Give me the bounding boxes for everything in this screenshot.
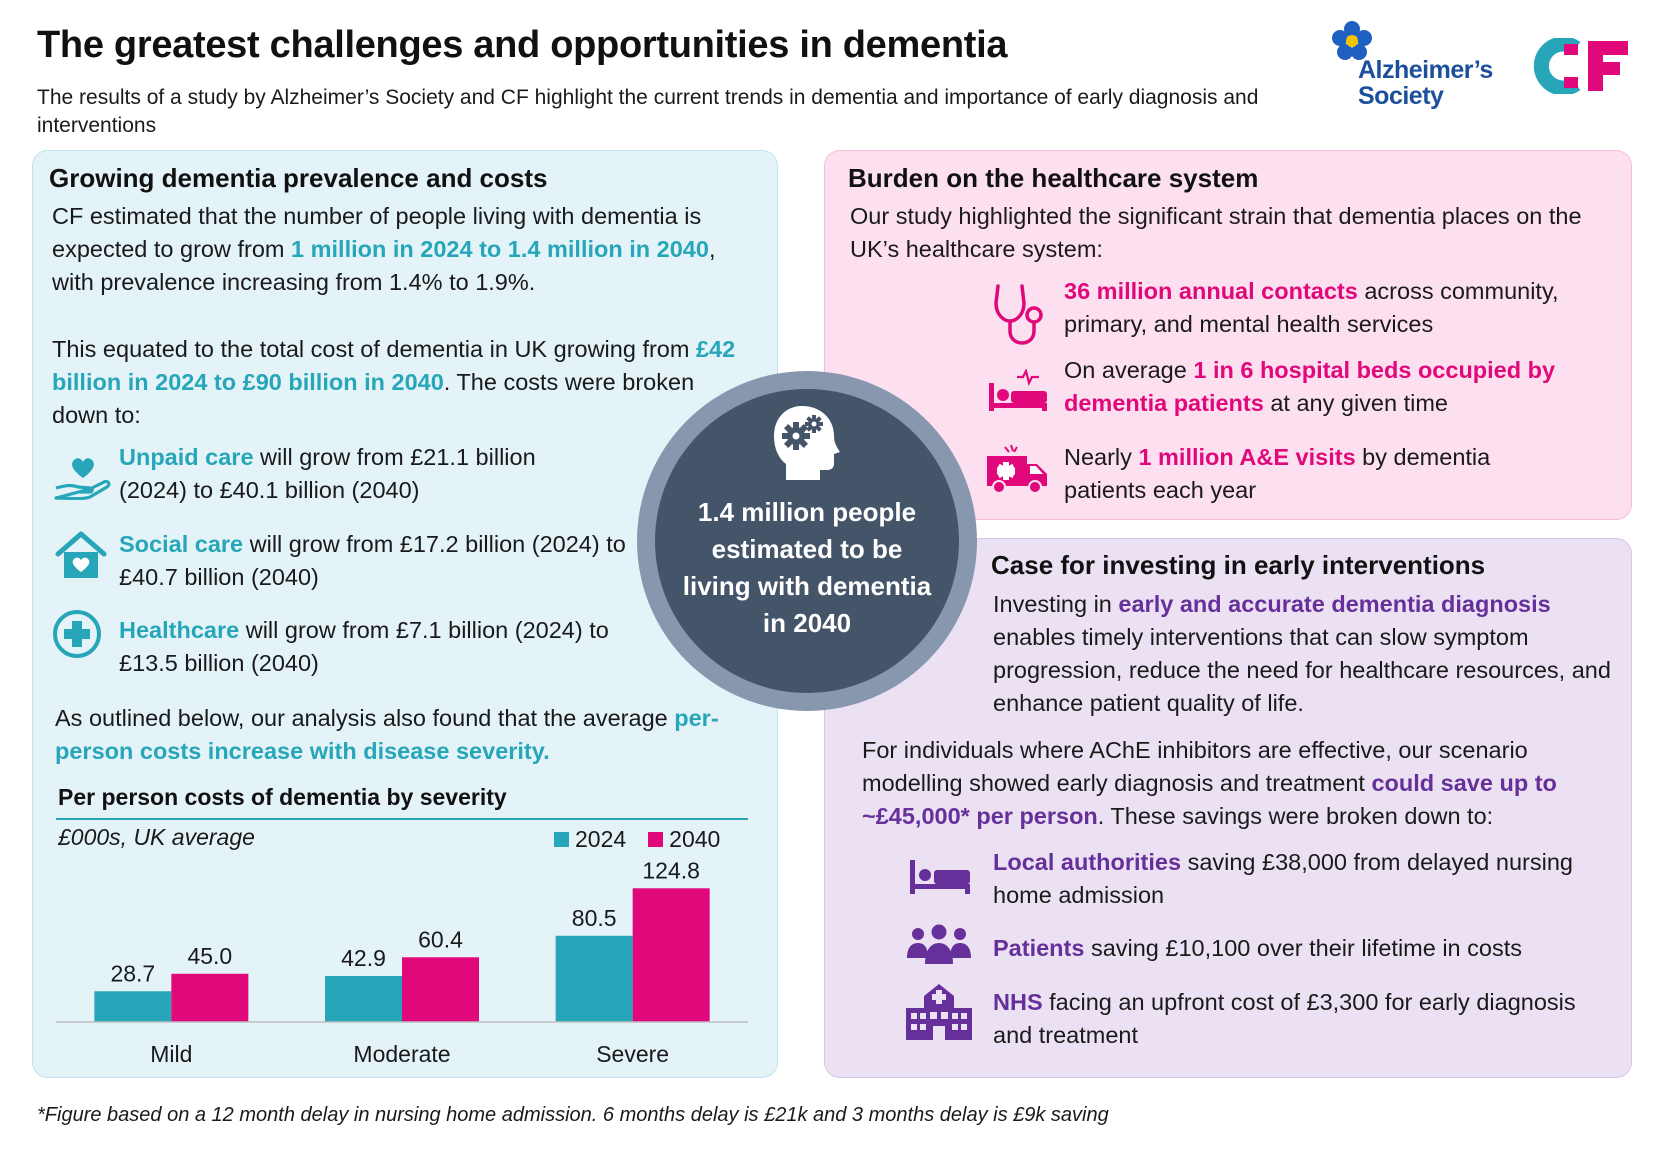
saving-item-local-authorities: Local authorities saving £38,000 from de… xyxy=(993,849,1573,908)
legend-swatch-2040 xyxy=(648,832,664,847)
investing-heading: Case for investing in early intervention… xyxy=(991,550,1486,580)
page-title: The greatest challenges and opportunitie… xyxy=(37,24,1008,66)
data-label-severe-2024: 80.5 xyxy=(572,905,617,931)
logo-text-line1: Alzheimer’s xyxy=(1358,56,1493,84)
burden-intro: Our study highlighted the significant st… xyxy=(850,203,1582,262)
category-label-severe: Severe xyxy=(596,1041,669,1067)
bar-severe-2040 xyxy=(632,888,710,1022)
hospital-building-icon xyxy=(906,984,972,1040)
people-group-icon xyxy=(907,924,971,964)
bar-mild-2024 xyxy=(94,991,172,1022)
legend-label-2024: 2024 xyxy=(575,826,627,852)
bar-mild-2040 xyxy=(171,973,249,1022)
saving-item-nhs: NHS facing an upfront cost of £3,300 for… xyxy=(993,989,1576,1048)
data-label-mild-2024: 28.7 xyxy=(110,960,155,986)
hospital-bed-icon xyxy=(989,369,1047,411)
head-gears-icon xyxy=(774,406,840,480)
burden-item-beds: On average 1 in 6 hospital beds occupied… xyxy=(1064,357,1556,416)
center-circle-text: 1.4 million people estimated to be livin… xyxy=(682,497,932,638)
cf-logo-icon xyxy=(1533,38,1628,94)
investing-paragraph-1: Investing in early and accurate dementia… xyxy=(993,591,1611,716)
footnote: *Figure based on a 12 month delay in nur… xyxy=(37,1104,1109,1126)
legend-item-2024: 2024 xyxy=(554,826,626,853)
per-person-cost-chart: 28.7 45.0 Mild 42.9 60.4 Moderate 80.5 124.8 Sev… xyxy=(56,857,748,1067)
medical-cross-icon xyxy=(53,610,101,658)
prevalence-paragraph-2: This equated to the total cost of dement… xyxy=(52,336,736,428)
burden-item-contacts: 36 million annual contacts across commun… xyxy=(1064,278,1559,337)
saving-item-patients: Patients saving £10,100 over their lifet… xyxy=(993,935,1523,961)
burden-panel xyxy=(824,150,1632,520)
stethoscope-icon xyxy=(994,284,1043,345)
investing-panel xyxy=(824,538,1632,1078)
forget-me-not-icon xyxy=(1332,21,1372,60)
burden-item-ae-visits: Nearly 1 million A&E visits by dementia … xyxy=(1064,444,1491,503)
chart-title: Per person costs of dementia by severity xyxy=(58,784,507,810)
investing-paragraph-2: For individuals where AChE inhibitors ar… xyxy=(862,737,1557,829)
data-label-mild-2040: 45.0 xyxy=(187,943,232,969)
legend-label-2040: 2040 xyxy=(669,826,721,852)
alzheimers-society-logo: Alzheimer’s Society xyxy=(1330,20,1500,115)
prevalence-paragraph-3: As outlined below, our analysis also fou… xyxy=(55,705,719,764)
heart-hand-icon xyxy=(54,458,111,500)
legend-item-2040: 2040 xyxy=(648,826,720,853)
bar-severe-2024 xyxy=(555,935,633,1022)
data-label-moderate-2040: 60.4 xyxy=(418,926,463,952)
bar-moderate-2024 xyxy=(325,976,402,1022)
cost-item-social-care: Social care will grow from £17.2 billion… xyxy=(119,531,626,590)
house-heart-icon xyxy=(55,531,107,578)
legend-swatch-2024 xyxy=(554,832,569,847)
bed-icon xyxy=(910,860,970,894)
data-label-moderate-2024: 42.9 xyxy=(341,945,386,971)
prevalence-paragraph-1: CF estimated that the number of people l… xyxy=(52,203,716,295)
prevalence-heading: Growing dementia prevalence and costs xyxy=(49,163,548,193)
page-subtitle: The results of a study by Alzheimer’s So… xyxy=(37,86,1259,137)
cost-item-healthcare: Healthcare will grow from £7.1 billion (… xyxy=(119,617,609,676)
burden-heading: Burden on the healthcare system xyxy=(848,163,1259,193)
chart-title-rule xyxy=(56,818,748,820)
ambulance-icon xyxy=(987,444,1047,494)
cost-item-unpaid-care: Unpaid care will grow from £21.1 billion… xyxy=(119,444,536,503)
category-label-mild: Mild xyxy=(150,1041,192,1067)
data-label-severe-2040: 124.8 xyxy=(642,857,700,883)
logo-text-line2: Society xyxy=(1358,82,1444,110)
chart-legend: 2024 2040 xyxy=(554,826,742,853)
chart-subtitle: £000s, UK average xyxy=(58,824,255,850)
bar-moderate-2040 xyxy=(402,957,479,1022)
category-label-moderate: Moderate xyxy=(353,1041,450,1067)
